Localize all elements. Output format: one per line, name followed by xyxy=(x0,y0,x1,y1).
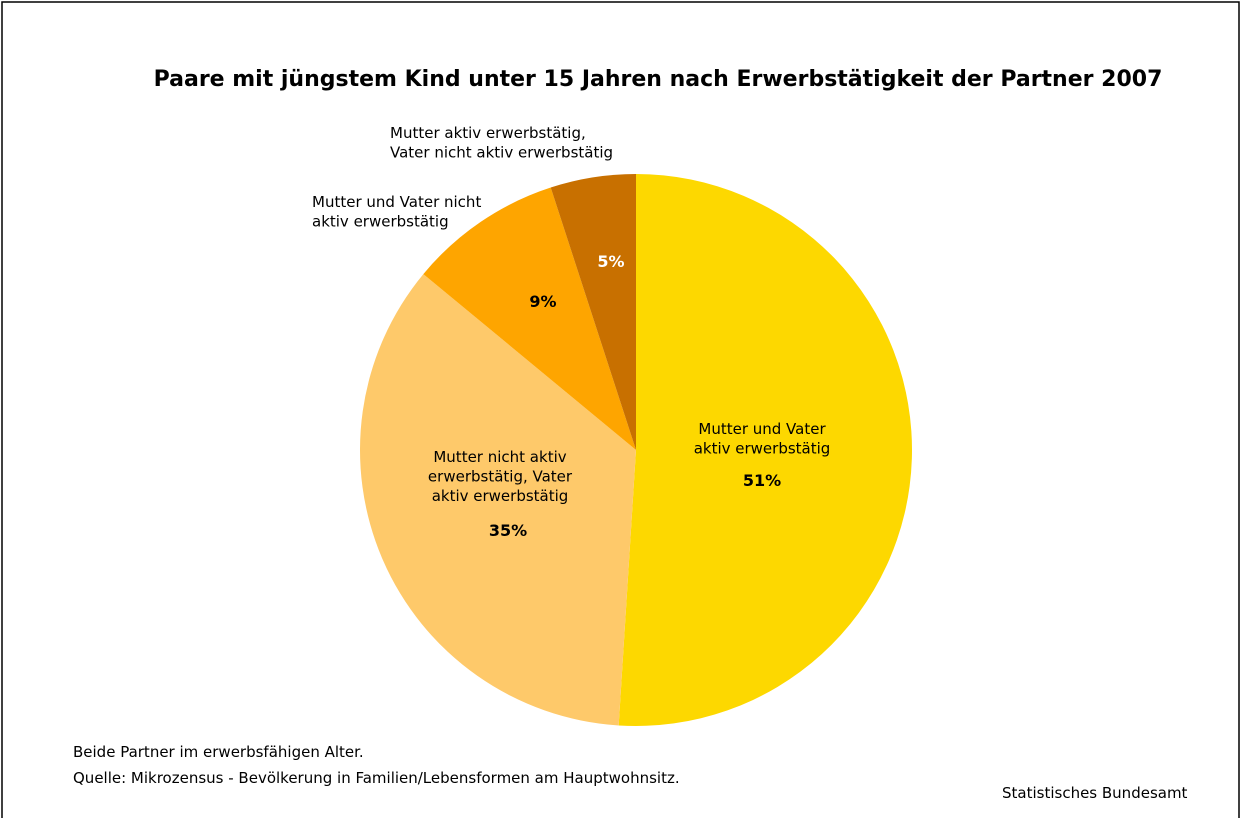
chart-title: Paare mit jüngstem Kind unter 15 Jahren … xyxy=(154,67,1163,92)
value-label: 35% xyxy=(489,521,527,540)
slice-label: Mutter und Vater aktiv erwerbstätig xyxy=(694,420,831,458)
pie-slice xyxy=(550,174,636,450)
slice-label: Mutter nicht aktiv erwerbstätig, Vater akt… xyxy=(428,448,573,505)
note: Quelle: Mikrozensus - Bevölkerung in Fam… xyxy=(73,769,680,787)
pie-slice xyxy=(618,174,912,726)
value-label: 9% xyxy=(529,292,556,311)
pie-slice xyxy=(359,274,636,726)
value-label: 51% xyxy=(743,471,781,490)
slice-label: Mutter aktiv erwerbstätig, Vater nicht ak… xyxy=(390,124,613,162)
pie-slice xyxy=(423,187,636,450)
note: Beide Partner im erwerbsfähigen Alter. xyxy=(73,743,364,761)
value-label: 5% xyxy=(597,252,624,271)
slice-label: Mutter und Vater nicht aktiv erwerbstätig xyxy=(312,193,481,231)
source: Statistisches Bundesamt xyxy=(1002,784,1188,802)
